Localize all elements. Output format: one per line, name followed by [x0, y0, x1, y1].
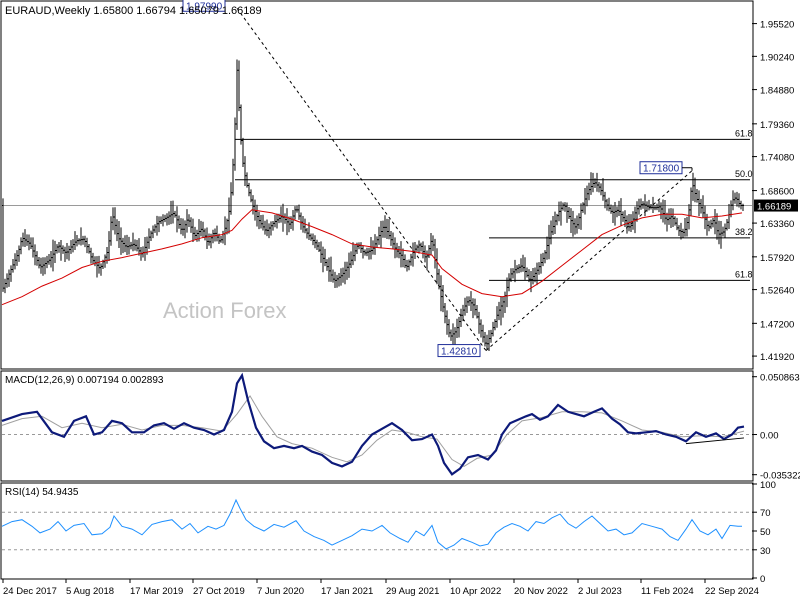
rsi-line [1, 498, 742, 550]
rsi-y-tick-label: 50 [760, 527, 771, 538]
price-y-tick-label: 1.95520 [760, 20, 794, 31]
current-price-label: 1.66189 [757, 202, 791, 213]
x-tick-label: 29 Aug 2021 [386, 586, 439, 597]
rsi-y-tick-label: 70 [760, 508, 771, 519]
rsi-label: RSI(14) 54.9435 [5, 487, 79, 498]
annotation-box [182, 0, 226, 12]
x-tick-label: 11 Feb 2024 [641, 586, 694, 597]
price-panel: 1.95520 1.90240 1.84880 1.79360 1.74080 1.686… [1, 0, 798, 363]
trendline-down [236, 7, 487, 351]
price-y-tick-label: 1.79360 [760, 120, 794, 131]
x-tick-label: 2 Jul 2023 [578, 586, 622, 597]
price-y-tick-label: 1.41920 [760, 352, 794, 363]
price-header: EURAUD,Weekly 1.65800 1.66794 1.65079 1.… [5, 5, 262, 17]
macd-y-tick-label: 0.050863 [760, 373, 800, 384]
x-axis: 24 Dec 2017 5 Aug 2018 17 Mar 2019 27 Oct 2… [2, 579, 759, 597]
x-tick-label: 27 Oct 2019 [193, 586, 245, 597]
x-tick-label: 24 Dec 2017 [3, 586, 57, 597]
rsi-panel: 100 70 50 30 0 [1, 480, 776, 585]
annotation-label: 1.97990 [186, 1, 223, 12]
x-tick-label: 20 Nov 2022 [514, 586, 568, 597]
x-tick-label: 22 Sep 2024 [705, 586, 759, 597]
watermark: Action Forex [163, 298, 287, 323]
price-y-tick-label: 1.57920 [760, 253, 794, 264]
price-y-tick-label: 1.68600 [760, 187, 794, 198]
price-y-tick-label: 1.47200 [760, 319, 794, 330]
price-panel-frame [0, 0, 754, 370]
fib-level-label: 50.0 [735, 169, 753, 179]
rsi-y-tick-label: 0 [760, 574, 765, 585]
current-price-tag [754, 199, 798, 212]
rsi-y-tick-label: 100 [760, 480, 776, 491]
macd-y-tick-label: -0.035322 [760, 471, 800, 482]
annotation-label: 1.71800 [643, 164, 680, 175]
rsi-panel-frame [0, 482, 754, 580]
x-tick-label: 17 Jan 2021 [321, 586, 373, 597]
price-y-tick-label: 1.52640 [760, 286, 794, 297]
x-tick-label: 5 Aug 2018 [66, 586, 114, 597]
fib-level-label: 61.8 [735, 128, 753, 138]
fib-level-label: 61.8 [735, 269, 753, 279]
price-y-tick-label: 1.74080 [760, 153, 794, 164]
x-tick-label: 10 Apr 2022 [450, 586, 501, 597]
rsi-y-tick-label: 30 [760, 546, 771, 557]
macd-line [1, 372, 745, 476]
annotation-box [437, 344, 481, 358]
macd-trendline [685, 437, 745, 445]
annotation-label: 1.42810 [441, 347, 478, 358]
macd-panel: 0.050863 0.00 -0.035322 [1, 372, 800, 482]
fib-level-label: 38.2 [735, 227, 753, 237]
macd-signal-line [1, 394, 745, 467]
moving-average-line [1, 209, 743, 306]
x-tick-label: 7 Jun 2020 [257, 586, 304, 597]
price-y-tick-label: 1.84880 [760, 86, 794, 97]
x-tick-label: 17 Mar 2019 [130, 586, 183, 597]
macd-y-tick-label: 0.00 [760, 431, 779, 442]
price-y-tick-label: 1.90240 [760, 52, 794, 63]
macd-label: MACD(12,26,9) 0.007194 0.002893 [5, 375, 164, 386]
price-y-tick-label: 1.63360 [760, 219, 794, 230]
